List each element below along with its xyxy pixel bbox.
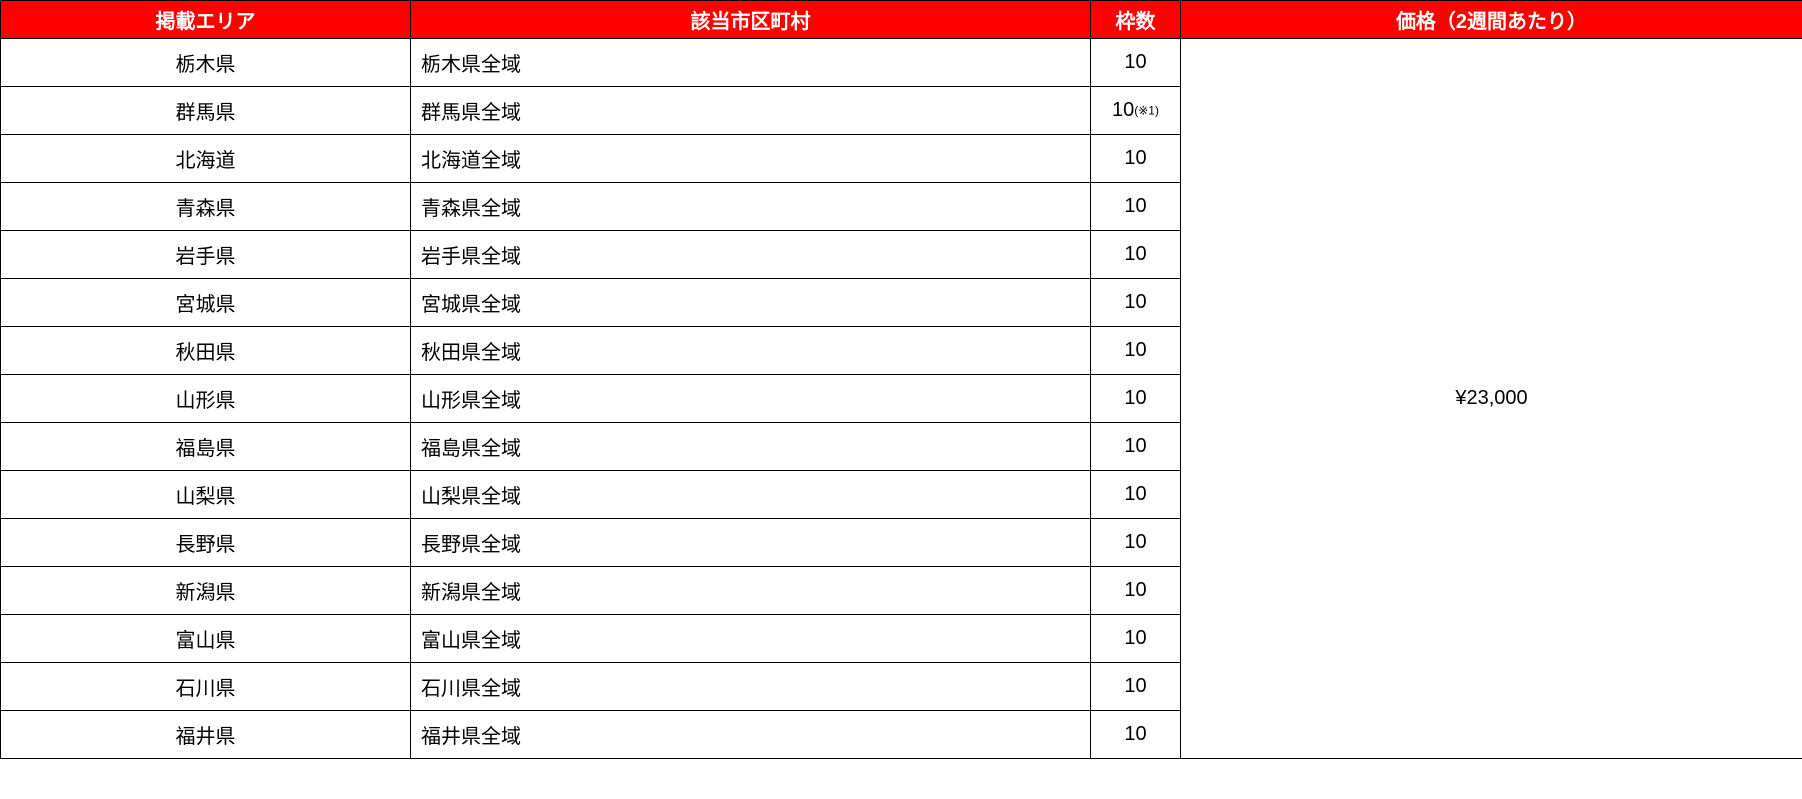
slots-value: 10 — [1124, 291, 1146, 313]
slots-value: 10 — [1124, 243, 1146, 265]
cell-area: 福井県 — [1, 711, 411, 759]
cell-slots: 10 — [1091, 375, 1181, 423]
cell-muni: 石川県全域 — [411, 663, 1091, 711]
cell-muni: 福島県全域 — [411, 423, 1091, 471]
cell-slots: 10(※1) — [1091, 87, 1181, 135]
cell-area: 秋田県 — [1, 327, 411, 375]
cell-muni: 福井県全域 — [411, 711, 1091, 759]
cell-muni: 栃木県全域 — [411, 39, 1091, 87]
slots-value: 10 — [1124, 531, 1146, 553]
slots-value: 10 — [1124, 339, 1146, 361]
cell-slots: 10 — [1091, 423, 1181, 471]
cell-area: 富山県 — [1, 615, 411, 663]
cell-muni: 山形県全域 — [411, 375, 1091, 423]
slots-value: 10 — [1124, 387, 1146, 409]
cell-area: 宮城県 — [1, 279, 411, 327]
cell-slots: 10 — [1091, 327, 1181, 375]
cell-area: 群馬県 — [1, 87, 411, 135]
cell-muni: 宮城県全域 — [411, 279, 1091, 327]
cell-area: 栃木県 — [1, 39, 411, 87]
cell-price: ¥23,000 — [1181, 39, 1802, 759]
slots-value: 10 — [1124, 483, 1146, 505]
cell-area: 山梨県 — [1, 471, 411, 519]
cell-slots: 10 — [1091, 183, 1181, 231]
cell-muni: 群馬県全域 — [411, 87, 1091, 135]
slots-value: 10 — [1124, 51, 1146, 73]
cell-area: 長野県 — [1, 519, 411, 567]
cell-muni: 青森県全域 — [411, 183, 1091, 231]
cell-muni: 長野県全域 — [411, 519, 1091, 567]
cell-slots: 10 — [1091, 39, 1181, 87]
cell-area: 山形県 — [1, 375, 411, 423]
cell-muni: 秋田県全域 — [411, 327, 1091, 375]
pricing-table: 掲載エリア 該当市区町村 枠数 価格（2週間あたり） 栃木県栃木県全域 10 ¥23… — [0, 0, 1802, 759]
cell-muni: 山梨県全域 — [411, 471, 1091, 519]
col-header-price: 価格（2週間あたり） — [1181, 1, 1802, 39]
slots-value: 10 — [1124, 195, 1146, 217]
cell-slots: 10 — [1091, 663, 1181, 711]
cell-area: 福島県 — [1, 423, 411, 471]
slots-value: 10 — [1124, 435, 1146, 457]
cell-slots: 10 — [1091, 567, 1181, 615]
cell-slots: 10 — [1091, 711, 1181, 759]
cell-muni: 北海道全域 — [411, 135, 1091, 183]
slots-value: 10 — [1124, 579, 1146, 601]
cell-area: 石川県 — [1, 663, 411, 711]
slots-value: 10 — [1124, 627, 1146, 649]
col-header-area: 掲載エリア — [1, 1, 411, 39]
cell-area: 北海道 — [1, 135, 411, 183]
table-header-row: 掲載エリア 該当市区町村 枠数 価格（2週間あたり） — [1, 1, 1802, 39]
cell-slots: 10 — [1091, 135, 1181, 183]
table-row: 栃木県栃木県全域10¥23,000 — [1, 39, 1802, 87]
table-body: 栃木県栃木県全域10¥23,000群馬県群馬県全域10(※1)北海道北海道全域1… — [1, 39, 1802, 759]
col-header-slots: 枠数 — [1091, 1, 1181, 39]
cell-slots: 10 — [1091, 471, 1181, 519]
slots-value: 10 — [1124, 147, 1146, 169]
cell-slots: 10 — [1091, 231, 1181, 279]
col-header-muni: 該当市区町村 — [411, 1, 1091, 39]
cell-area: 新潟県 — [1, 567, 411, 615]
slots-value: 10 — [1124, 675, 1146, 697]
cell-area: 岩手県 — [1, 231, 411, 279]
slots-note: (※1) — [1134, 104, 1159, 118]
cell-slots: 10 — [1091, 615, 1181, 663]
cell-muni: 富山県全域 — [411, 615, 1091, 663]
cell-muni: 岩手県全域 — [411, 231, 1091, 279]
cell-muni: 新潟県全域 — [411, 567, 1091, 615]
cell-slots: 10 — [1091, 519, 1181, 567]
slots-value: 10 — [1112, 99, 1134, 121]
cell-area: 青森県 — [1, 183, 411, 231]
cell-slots: 10 — [1091, 279, 1181, 327]
slots-value: 10 — [1124, 723, 1146, 745]
